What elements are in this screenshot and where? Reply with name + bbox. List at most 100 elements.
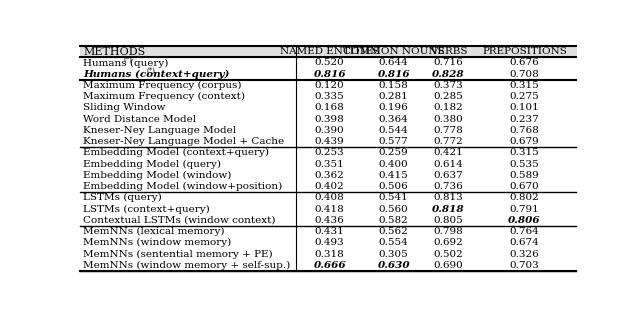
- Text: 0.562: 0.562: [379, 227, 408, 236]
- Text: 0.791: 0.791: [510, 205, 540, 214]
- Text: Maximum Frequency (context): Maximum Frequency (context): [83, 92, 245, 101]
- Text: Kneser-Ney Language Model: Kneser-Ney Language Model: [83, 126, 236, 135]
- Text: LSTMs (query): LSTMs (query): [83, 194, 162, 203]
- Text: 0.813: 0.813: [434, 194, 463, 203]
- Text: 0.493: 0.493: [315, 238, 344, 247]
- Text: 0.421: 0.421: [434, 148, 463, 157]
- Text: 0.802: 0.802: [510, 194, 540, 203]
- Text: 0.708: 0.708: [510, 70, 540, 79]
- Text: Embedding Model (query): Embedding Model (query): [83, 160, 221, 169]
- Text: 0.666: 0.666: [314, 261, 346, 270]
- Text: MemNNs (sentential memory + PE): MemNNs (sentential memory + PE): [83, 250, 273, 259]
- Text: (*): (*): [124, 56, 132, 64]
- Text: 0.335: 0.335: [315, 92, 344, 101]
- Text: 0.674: 0.674: [510, 238, 540, 247]
- Text: 0.415: 0.415: [379, 171, 408, 180]
- Text: Humans (context+query): Humans (context+query): [83, 70, 229, 79]
- Text: 0.390: 0.390: [315, 126, 344, 135]
- Text: 0.196: 0.196: [379, 103, 408, 112]
- Text: 0.506: 0.506: [379, 182, 408, 191]
- Text: 0.798: 0.798: [434, 227, 463, 236]
- Text: 0.768: 0.768: [510, 126, 540, 135]
- Text: 0.778: 0.778: [434, 126, 463, 135]
- Text: Contextual LSTMs (window context): Contextual LSTMs (window context): [83, 216, 275, 225]
- Text: 0.259: 0.259: [379, 148, 408, 157]
- Text: 0.544: 0.544: [379, 126, 408, 135]
- Text: MemNNs (window memory + self-sup.): MemNNs (window memory + self-sup.): [83, 261, 290, 270]
- Text: 0.373: 0.373: [434, 81, 463, 90]
- Text: 0.577: 0.577: [379, 137, 408, 146]
- Text: 0.431: 0.431: [315, 227, 344, 236]
- Text: 0.772: 0.772: [434, 137, 463, 146]
- Text: 0.380: 0.380: [434, 115, 463, 124]
- Text: 0.828: 0.828: [432, 70, 465, 79]
- Text: METHODS: METHODS: [83, 47, 145, 57]
- Text: Embedding Model (window): Embedding Model (window): [83, 171, 231, 180]
- Text: 0.318: 0.318: [315, 250, 344, 259]
- Text: MemNNs (window memory): MemNNs (window memory): [83, 238, 231, 248]
- Text: 0.281: 0.281: [379, 92, 408, 101]
- Text: 0.816: 0.816: [378, 70, 410, 79]
- Text: 0.326: 0.326: [510, 250, 540, 259]
- Text: 0.644: 0.644: [379, 59, 408, 67]
- Text: 0.402: 0.402: [315, 182, 344, 191]
- Text: 0.315: 0.315: [510, 148, 540, 157]
- Text: LSTMs (context+query): LSTMs (context+query): [83, 204, 210, 214]
- Text: Humans (query): Humans (query): [83, 58, 168, 68]
- Text: 0.560: 0.560: [379, 205, 408, 214]
- Text: 0.158: 0.158: [379, 81, 408, 90]
- Text: 0.436: 0.436: [315, 216, 344, 225]
- Text: 0.362: 0.362: [315, 171, 344, 180]
- Text: 0.736: 0.736: [434, 182, 463, 191]
- Text: Word Distance Model: Word Distance Model: [83, 115, 196, 124]
- Text: 0.670: 0.670: [510, 182, 540, 191]
- Text: 0.818: 0.818: [432, 205, 465, 214]
- Text: 0.630: 0.630: [378, 261, 410, 270]
- Text: 0.637: 0.637: [434, 171, 463, 180]
- Text: 0.679: 0.679: [510, 137, 540, 146]
- Text: 0.120: 0.120: [315, 81, 344, 90]
- Text: 0.535: 0.535: [510, 160, 540, 169]
- Text: MemNNs (lexical memory): MemNNs (lexical memory): [83, 227, 225, 236]
- Text: 0.582: 0.582: [379, 216, 408, 225]
- Text: Kneser-Ney Language Model + Cache: Kneser-Ney Language Model + Cache: [83, 137, 284, 146]
- Text: 0.716: 0.716: [434, 59, 463, 67]
- Text: 0.398: 0.398: [315, 115, 344, 124]
- Text: 0.351: 0.351: [315, 160, 344, 169]
- Text: 0.182: 0.182: [434, 103, 463, 112]
- Text: COMMON NOUNS: COMMON NOUNS: [343, 47, 445, 56]
- Text: PREPOSITIONS: PREPOSITIONS: [482, 47, 567, 56]
- Text: NAMED ENTITIES: NAMED ENTITIES: [280, 47, 380, 56]
- Text: 0.502: 0.502: [434, 250, 463, 259]
- Text: 0.764: 0.764: [510, 227, 540, 236]
- Text: 0.554: 0.554: [379, 238, 408, 247]
- Text: 0.816: 0.816: [314, 70, 346, 79]
- Text: 0.315: 0.315: [510, 81, 540, 90]
- Text: 0.805: 0.805: [434, 216, 463, 225]
- Text: 0.520: 0.520: [315, 59, 344, 67]
- Text: 0.305: 0.305: [379, 250, 408, 259]
- Text: 0.285: 0.285: [434, 92, 463, 101]
- Text: 0.806: 0.806: [508, 216, 541, 225]
- Text: VERBS: VERBS: [430, 47, 467, 56]
- Text: 0.690: 0.690: [434, 261, 463, 270]
- Text: 0.676: 0.676: [510, 59, 540, 67]
- Text: 0.439: 0.439: [315, 137, 344, 146]
- Text: Embedding Model (window+position): Embedding Model (window+position): [83, 182, 282, 191]
- Text: Maximum Frequency (corpus): Maximum Frequency (corpus): [83, 81, 241, 90]
- Text: 0.692: 0.692: [434, 238, 463, 247]
- Text: Embedding Model (context+query): Embedding Model (context+query): [83, 148, 269, 157]
- Text: (*): (*): [147, 67, 156, 75]
- Text: 0.400: 0.400: [379, 160, 408, 169]
- Text: 0.253: 0.253: [315, 148, 344, 157]
- Text: 0.703: 0.703: [510, 261, 540, 270]
- Text: 0.418: 0.418: [315, 205, 344, 214]
- Text: 0.168: 0.168: [315, 103, 344, 112]
- Text: 0.237: 0.237: [510, 115, 540, 124]
- Text: 0.541: 0.541: [379, 194, 408, 203]
- Text: 0.614: 0.614: [434, 160, 463, 169]
- Text: Sliding Window: Sliding Window: [83, 103, 166, 112]
- Text: 0.408: 0.408: [315, 194, 344, 203]
- Text: 0.589: 0.589: [510, 171, 540, 180]
- Text: 0.275: 0.275: [510, 92, 540, 101]
